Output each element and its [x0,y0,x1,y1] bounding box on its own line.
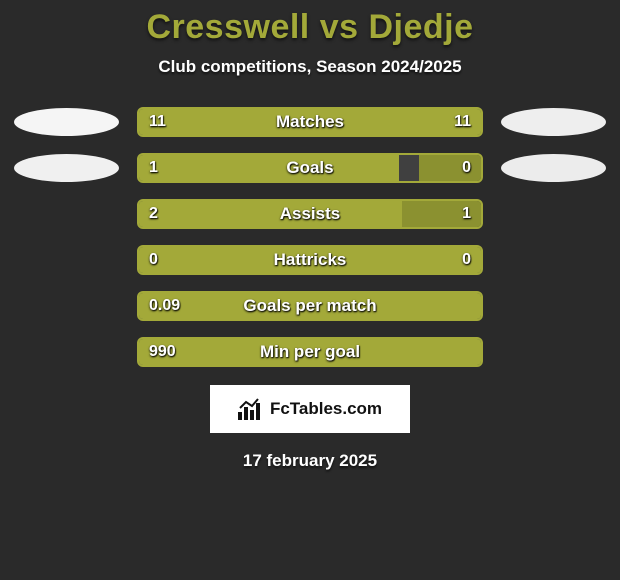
stat-row: 1Goals0 [0,153,620,183]
stat-row: 0Hattricks0 [0,245,620,275]
bar-fill-right [310,109,481,135]
stat-bar: 11Matches11 [137,107,483,137]
stat-row: 0.09Goals per match [0,291,620,321]
player-badge-left [14,108,119,136]
stat-bar: 1Goals0 [137,153,483,183]
stat-row: 11Matches11 [0,107,620,137]
bar-fill-right [402,201,481,227]
stats-list: 11Matches11 1Goals0 2Assists1 0Hattricks0 0.… [0,107,620,367]
stat-row: 990Min per goal [0,337,620,367]
stat-bar: 990Min per goal [137,337,483,367]
bar-fill-left [139,109,310,135]
spacer [501,292,606,320]
spacer [14,292,119,320]
page-title: Cresswell vs Djedje [146,8,473,47]
bar-fill-right [310,247,481,273]
bar-fill-right [419,155,481,181]
spacer [501,338,606,366]
subtitle: Club competitions, Season 2024/2025 [158,57,461,77]
stat-bar: 0Hattricks0 [137,245,483,275]
spacer [501,200,606,228]
source-label: FcTables.com [270,399,382,419]
bar-fill-left [139,247,310,273]
spacer [14,200,119,228]
player-badge-left [14,154,119,182]
bar-fill-left [139,293,481,319]
spacer [14,246,119,274]
player-badge-right [501,108,606,136]
stat-bar: 0.09Goals per match [137,291,483,321]
bar-fill-left [139,339,481,365]
source-badge: FcTables.com [210,385,410,433]
player-badge-right [501,154,606,182]
bar-fill-left [139,201,402,227]
spacer [501,246,606,274]
comparison-card: Cresswell vs Djedje Club competitions, S… [0,0,620,471]
chart-icon [238,398,264,420]
spacer [14,338,119,366]
stat-bar: 2Assists1 [137,199,483,229]
stat-row: 2Assists1 [0,199,620,229]
date-label: 17 february 2025 [243,451,377,471]
bar-fill-left [139,155,399,181]
